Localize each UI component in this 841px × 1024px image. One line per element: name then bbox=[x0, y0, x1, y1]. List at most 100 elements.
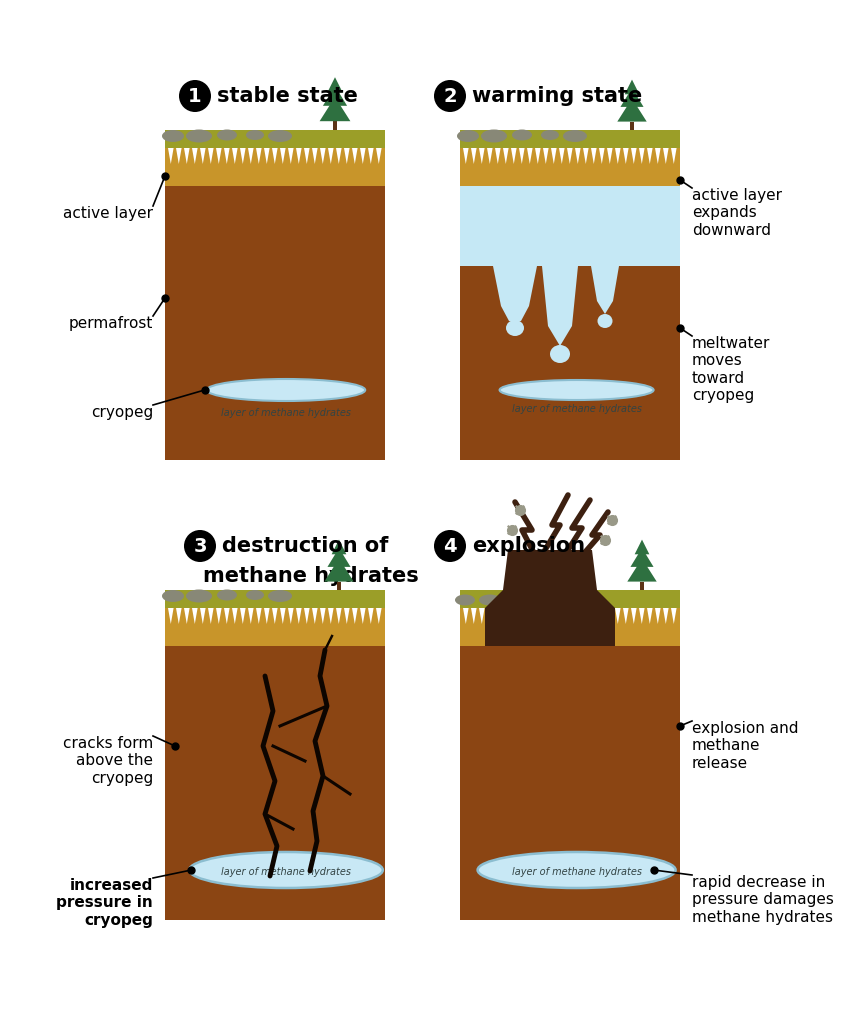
Polygon shape bbox=[519, 608, 525, 624]
Polygon shape bbox=[312, 608, 318, 624]
Polygon shape bbox=[591, 608, 596, 624]
Ellipse shape bbox=[268, 130, 292, 142]
Polygon shape bbox=[503, 608, 509, 624]
Ellipse shape bbox=[481, 129, 507, 142]
Polygon shape bbox=[655, 148, 660, 164]
Bar bbox=[640, 582, 644, 590]
Polygon shape bbox=[631, 608, 637, 624]
Polygon shape bbox=[583, 608, 589, 624]
Ellipse shape bbox=[455, 595, 475, 605]
Ellipse shape bbox=[550, 345, 570, 362]
Polygon shape bbox=[344, 148, 350, 164]
Polygon shape bbox=[288, 148, 294, 164]
Polygon shape bbox=[288, 608, 294, 624]
Polygon shape bbox=[631, 548, 653, 567]
Ellipse shape bbox=[217, 129, 237, 140]
Polygon shape bbox=[639, 608, 644, 624]
Polygon shape bbox=[495, 148, 500, 164]
Polygon shape bbox=[168, 148, 173, 164]
Ellipse shape bbox=[186, 129, 212, 142]
Polygon shape bbox=[328, 608, 334, 624]
Circle shape bbox=[184, 530, 216, 562]
Bar bbox=[630, 122, 634, 130]
Polygon shape bbox=[567, 608, 573, 624]
Polygon shape bbox=[232, 608, 238, 624]
Polygon shape bbox=[280, 608, 286, 624]
Polygon shape bbox=[368, 608, 373, 624]
Polygon shape bbox=[575, 148, 580, 164]
Polygon shape bbox=[551, 148, 557, 164]
Polygon shape bbox=[192, 148, 198, 164]
Ellipse shape bbox=[162, 130, 184, 142]
Polygon shape bbox=[184, 148, 189, 164]
Polygon shape bbox=[327, 77, 342, 92]
Polygon shape bbox=[511, 608, 516, 624]
Text: 3: 3 bbox=[193, 537, 207, 555]
Text: warming state: warming state bbox=[472, 86, 643, 106]
Polygon shape bbox=[224, 148, 230, 164]
Polygon shape bbox=[168, 608, 173, 624]
Polygon shape bbox=[639, 148, 644, 164]
Polygon shape bbox=[216, 608, 221, 624]
Polygon shape bbox=[176, 148, 182, 164]
Ellipse shape bbox=[478, 852, 675, 888]
Ellipse shape bbox=[217, 590, 237, 600]
Ellipse shape bbox=[597, 314, 612, 328]
Polygon shape bbox=[559, 148, 564, 164]
Polygon shape bbox=[248, 148, 254, 164]
Text: cryopeg: cryopeg bbox=[91, 406, 153, 420]
Polygon shape bbox=[495, 608, 500, 624]
Polygon shape bbox=[304, 148, 309, 164]
Polygon shape bbox=[671, 608, 677, 624]
Ellipse shape bbox=[500, 380, 653, 400]
Polygon shape bbox=[352, 608, 357, 624]
Bar bbox=[165, 186, 385, 460]
Polygon shape bbox=[591, 148, 596, 164]
Ellipse shape bbox=[479, 595, 501, 605]
Polygon shape bbox=[551, 608, 557, 624]
Polygon shape bbox=[635, 540, 649, 554]
Polygon shape bbox=[304, 608, 309, 624]
Bar bbox=[165, 130, 385, 148]
Polygon shape bbox=[272, 608, 278, 624]
Polygon shape bbox=[615, 148, 621, 164]
Circle shape bbox=[179, 80, 211, 112]
Polygon shape bbox=[487, 608, 493, 624]
Polygon shape bbox=[320, 148, 325, 164]
Polygon shape bbox=[176, 608, 182, 624]
Ellipse shape bbox=[246, 590, 264, 600]
Polygon shape bbox=[543, 148, 548, 164]
Polygon shape bbox=[471, 608, 477, 624]
Ellipse shape bbox=[162, 590, 184, 602]
Ellipse shape bbox=[186, 590, 212, 602]
Polygon shape bbox=[200, 608, 205, 624]
Text: active layer
expands
downward: active layer expands downward bbox=[692, 188, 782, 238]
Polygon shape bbox=[567, 148, 573, 164]
Polygon shape bbox=[615, 608, 621, 624]
Polygon shape bbox=[663, 148, 669, 164]
Polygon shape bbox=[184, 608, 189, 624]
Ellipse shape bbox=[563, 130, 587, 142]
Polygon shape bbox=[627, 558, 657, 582]
Polygon shape bbox=[655, 608, 660, 624]
Bar bbox=[165, 608, 385, 646]
Bar bbox=[333, 121, 337, 130]
Text: increased
pressure in
cryopeg: increased pressure in cryopeg bbox=[56, 878, 153, 928]
Polygon shape bbox=[671, 148, 677, 164]
Polygon shape bbox=[312, 148, 318, 164]
Bar bbox=[165, 148, 385, 186]
Polygon shape bbox=[485, 550, 615, 646]
Polygon shape bbox=[471, 148, 477, 164]
Polygon shape bbox=[280, 148, 286, 164]
Text: explosion: explosion bbox=[472, 536, 585, 556]
Polygon shape bbox=[327, 548, 351, 567]
Bar bbox=[460, 148, 680, 186]
Polygon shape bbox=[216, 148, 221, 164]
Polygon shape bbox=[621, 88, 643, 106]
Text: layer of methane hydrates: layer of methane hydrates bbox=[511, 404, 642, 414]
Polygon shape bbox=[503, 148, 509, 164]
Polygon shape bbox=[256, 148, 262, 164]
Polygon shape bbox=[583, 148, 589, 164]
Polygon shape bbox=[232, 148, 238, 164]
Polygon shape bbox=[631, 148, 637, 164]
